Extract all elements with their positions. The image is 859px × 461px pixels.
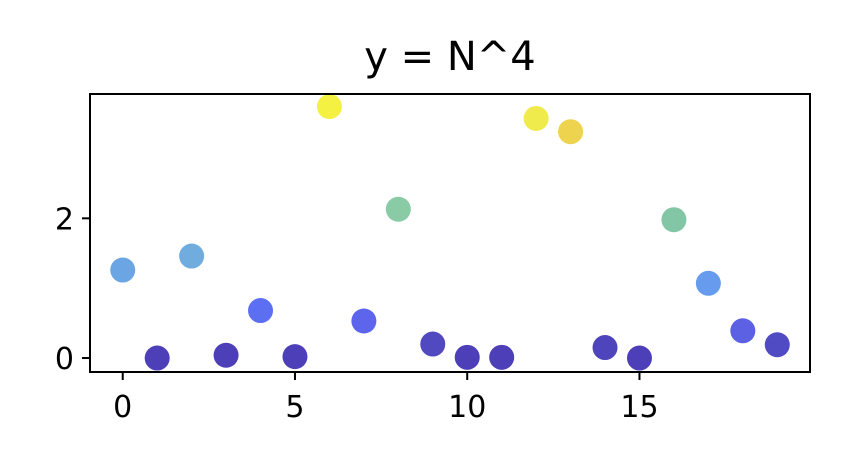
data-point-0-15 [626,345,652,371]
data-point-0-17 [695,270,721,296]
data-point-0-9 [420,331,446,357]
data-point-0-4 [248,298,274,324]
x-tick-label: 0 [113,390,132,425]
x-tick-label: 5 [285,390,304,425]
data-point-0-14 [592,335,618,361]
data-point-0-5 [282,344,308,370]
data-point-0-3 [213,342,239,368]
data-point-0-6 [316,94,342,120]
axes-frame [89,93,811,373]
data-point-0-18 [730,318,756,344]
y-tick-label: 0 [55,342,74,377]
data-point-0-1 [144,345,170,371]
x-axis-ticks: 0 5 10 15 [113,372,659,425]
y-axis-ticks: 02 [55,202,90,377]
data-point-0-19 [764,332,790,358]
data-point-0-16 [661,207,687,233]
data-point-0-12 [523,105,549,131]
data-points [110,94,790,371]
data-point-0-7 [351,308,377,334]
x-tick-label: 15 [620,390,658,425]
y-tick-label: 2 [55,202,74,237]
data-point-0-8 [385,196,411,222]
data-point-0-10 [454,344,480,370]
data-point-0-13 [558,119,584,145]
data-point-0-11 [489,344,515,370]
chart-title: y = N^4 [364,34,536,80]
data-point-0-0 [110,257,136,283]
data-point-0-2 [179,243,205,269]
x-tick-label: 10 [448,390,486,425]
